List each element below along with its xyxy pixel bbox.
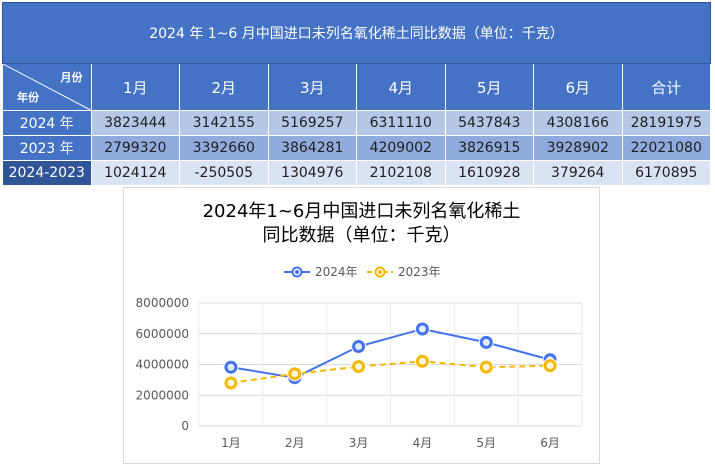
col-header: 4月 (356, 63, 446, 111)
corner-year-label: 年份 (17, 91, 39, 104)
data-point-center (227, 379, 235, 387)
table-cell: 3392660 (179, 135, 269, 161)
x-tick-label: 5月 (476, 436, 496, 450)
table-title: 2024 年 1~6 月中国进口未列名氧化稀土同比数据（单位：千克） (2, 2, 711, 64)
data-point-center (482, 363, 490, 371)
table-cell: 3928902 (533, 135, 623, 161)
table-cell: 1024124 (90, 160, 180, 186)
corner-diagonal (3, 64, 91, 110)
table-cell: 5437843 (444, 110, 534, 136)
data-point-center (227, 363, 235, 371)
chart-title-line2: 同比数据（单位：千克） (262, 225, 461, 246)
table-cell: 4308166 (533, 110, 623, 136)
data-point-center (418, 357, 426, 365)
chart-title: 2024年1~6月中国进口未列名氧化稀土 同比数据（单位：千克） (124, 200, 599, 248)
col-header: 5月 (444, 63, 534, 111)
table-row: 2024-2023 1024124 -250505 1304976 210210… (2, 160, 711, 186)
y-tick-label: 0 (181, 419, 189, 433)
table-header-row: 月份 年份 1月 2月 3月 4月 5月 6月 合计 (2, 63, 711, 111)
data-point-center (355, 343, 363, 351)
legend-label: 2024年 (315, 265, 358, 279)
row-label: 2024-2023 (2, 160, 92, 186)
table-cell: 3142155 (179, 110, 269, 136)
series-line (230, 360, 551, 384)
y-tick-label: 6000000 (136, 327, 189, 341)
table-cell: 6170895 (621, 160, 711, 186)
data-table: 2024 年 1~6 月中国进口未列名氧化稀土同比数据（单位：千克） 月份 年份… (2, 2, 711, 186)
col-header: 1月 (90, 63, 180, 111)
chart-title-line1: 2024年1~6月中国进口未列名氧化稀土 (202, 201, 521, 222)
data-point-center (418, 325, 426, 333)
table-cell: 1610928 (444, 160, 534, 186)
table-cell: 22021080 (621, 135, 711, 161)
table-cell: 28191975 (621, 110, 711, 136)
x-tick-label: 1月 (221, 436, 241, 450)
table-cell: 5169257 (267, 110, 357, 136)
x-tick-label: 4月 (413, 436, 433, 450)
row-label: 2023 年 (2, 135, 92, 161)
y-tick-label: 2000000 (136, 388, 189, 402)
table-cell: 3823444 (90, 110, 180, 136)
line-chart: 2024年1~6月中国进口未列名氧化稀土 同比数据（单位：千克） 0 200000… (123, 187, 600, 464)
table-row: 2024 年 3823444 3142155 5169257 6311110 5… (2, 110, 711, 136)
row-label: 2024 年 (2, 110, 92, 136)
col-header-total: 合计 (621, 63, 711, 111)
corner-month-label: 月份 (60, 71, 83, 84)
x-tick-label: 6月 (540, 436, 560, 450)
y-tick-label: 4000000 (136, 358, 189, 372)
x-tick-label: 3月 (349, 436, 369, 450)
legend-label: 2023年 (398, 265, 441, 279)
table-cell: 4209002 (356, 135, 446, 161)
table-row: 2023 年 2799320 3392660 3864281 4209002 3… (2, 135, 711, 161)
table-cell: 3864281 (267, 135, 357, 161)
table-cell: 1304976 (267, 160, 357, 186)
table-cell: 2799320 (90, 135, 180, 161)
table-cell: 6311110 (356, 110, 446, 136)
x-tick-label: 2月 (285, 436, 305, 450)
data-point-center (482, 338, 490, 346)
data-point-center (546, 362, 554, 370)
data-point-center (355, 363, 363, 371)
corner-cell: 月份 年份 (2, 63, 92, 111)
table-cell: -250505 (179, 160, 269, 186)
table-cell: 2102108 (356, 160, 446, 186)
chart-plot: 0 2000000 4000000 6000000 8000000 1月 2月 3月 4月 5月 6… (136, 265, 583, 450)
col-header: 3月 (267, 63, 357, 111)
data-point-center (291, 370, 299, 378)
table-cell: 379264 (533, 160, 623, 186)
legend-marker-center (378, 270, 382, 274)
col-header: 6月 (533, 63, 623, 111)
col-header: 2月 (179, 63, 269, 111)
table-cell: 3826915 (444, 135, 534, 161)
legend-marker-center (295, 270, 299, 274)
y-tick-label: 8000000 (136, 296, 189, 310)
